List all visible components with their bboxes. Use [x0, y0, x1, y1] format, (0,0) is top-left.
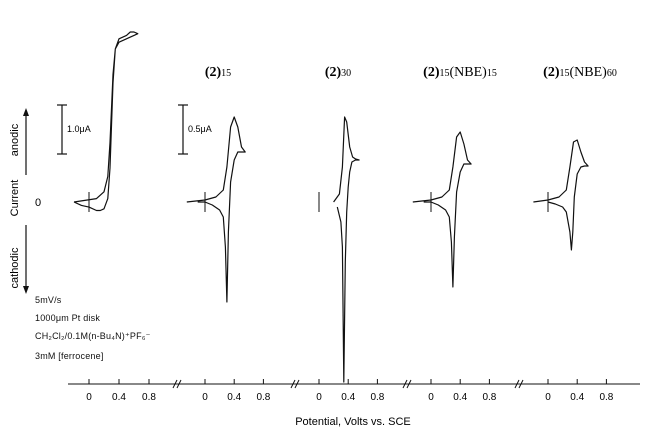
x-tick-label: 0.4: [227, 392, 241, 403]
panels-layer: 0 0.4 0.8(2)150 0.4 0.8(2)300 0.4 0.8(2)15(NBE…: [73, 31, 617, 403]
panel-title: (2)15(NBE)15: [423, 65, 497, 80]
x-tick-label: 0.8: [370, 392, 384, 403]
axis-break-1: [172, 379, 182, 389]
panel-3: (2)30 0 0.4 0.8: [316, 65, 385, 403]
panel-2: (2)15 0 0.4 0.8: [186, 65, 271, 403]
panel-title: (2)15(NBE)60: [543, 65, 617, 80]
axis-break-2: [290, 379, 300, 389]
panel-title: (2)15: [205, 65, 231, 80]
x-tick-label: 0: [316, 392, 322, 403]
scale-bar-1uA: 1.0μA: [57, 104, 91, 155]
voltammogram-trace: [412, 131, 472, 288]
panel-4: (2)15(NBE)15 0 0.4 0.8: [412, 65, 497, 403]
scale-bar-0.5uA: 0.5μA: [178, 104, 212, 155]
x-tick-label: 0: [545, 392, 551, 403]
x-tick-label: 0.8: [599, 392, 613, 403]
x-tick-label: 0.4: [112, 392, 126, 403]
voltammogram-trace: [533, 139, 589, 251]
x-tick-label: 0.4: [453, 392, 467, 403]
condition-scan-rate: 5mV/s: [35, 295, 62, 305]
x-axis-label: Potential, Volts vs. SCE: [295, 416, 411, 428]
scale-bar-0.5uA-label: 0.5μA: [188, 124, 212, 134]
x-tick-label: 0.4: [570, 392, 584, 403]
panel-1: 0 0.4 0.8: [73, 31, 156, 403]
x-tick-label: 0.4: [341, 392, 355, 403]
axis-break-3: [402, 379, 412, 389]
x-tick-label: 0: [202, 392, 208, 403]
x-tick-label: 0.8: [142, 392, 156, 403]
axis-break-4: [514, 379, 524, 389]
cathodic-label: cathodic: [9, 247, 21, 288]
condition-electrode: 1000μm Pt disk: [35, 313, 101, 323]
anodic-arrowhead: [23, 108, 29, 116]
x-tick-label: 0: [86, 392, 92, 403]
condition-electrolyte: CH₂Cl₂/0.1M(n-Bu₄N)⁺PF₆⁻: [35, 331, 151, 341]
scale-bar-1uA-label: 1.0μA: [67, 124, 91, 134]
voltammogram-trace: [73, 31, 139, 212]
zero-current-label: 0: [35, 197, 41, 209]
voltammogram-trace: [333, 116, 360, 383]
y-axis-label: Current: [9, 180, 21, 217]
voltammogram-trace: [186, 116, 246, 303]
x-tick-label: 0: [428, 392, 434, 403]
cathodic-arrowhead: [23, 286, 29, 294]
condition-concentration: 3mM [ferrocene]: [35, 351, 104, 361]
x-tick-label: 0.8: [256, 392, 270, 403]
anodic-label: anodic: [9, 123, 21, 156]
panel-title: (2)30: [325, 65, 351, 80]
panel-5: (2)15(NBE)60 0 0.4 0.8: [533, 65, 617, 403]
x-tick-label: 0.8: [482, 392, 496, 403]
